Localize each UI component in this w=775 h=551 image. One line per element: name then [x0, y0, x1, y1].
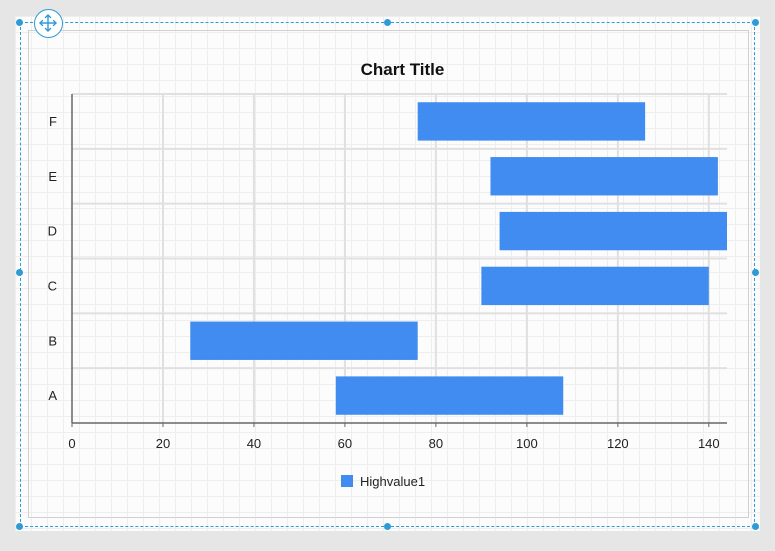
x-tick-label: 80: [429, 436, 443, 451]
bar-F: [417, 102, 646, 141]
tick-labels: 0 20 40 60 80 100 120 140 A B C D E F: [48, 114, 720, 451]
axes: [71, 94, 727, 427]
resize-handle-bottom[interactable]: [384, 523, 391, 530]
x-tick-label: 60: [338, 436, 352, 451]
y-tick-label: A: [48, 388, 57, 403]
resize-handle-bottom-left[interactable]: [16, 523, 23, 530]
resize-handle-bottom-right[interactable]: [752, 523, 759, 530]
bar-D: [499, 211, 727, 251]
grid-lines: [72, 93, 727, 423]
bar-E: [490, 157, 718, 196]
resize-handle-right[interactable]: [752, 269, 759, 276]
resize-handle-top-right[interactable]: [752, 19, 759, 26]
x-tick-label: 120: [607, 436, 629, 451]
x-tick-label: 140: [698, 436, 720, 451]
y-tick-label: D: [48, 224, 57, 239]
bar-B: [190, 321, 418, 360]
chart-title[interactable]: Chart Title: [360, 60, 445, 79]
bars: [190, 102, 727, 415]
bar-C: [481, 266, 709, 306]
y-tick-label: B: [48, 333, 57, 348]
x-tick-label: 0: [68, 436, 75, 451]
resize-handle-left[interactable]: [16, 269, 23, 276]
resize-handle-top[interactable]: [384, 19, 391, 26]
y-tick-label: F: [49, 114, 57, 129]
move-arrows-icon[interactable]: [34, 9, 63, 38]
legend-label: Highvalue1: [360, 473, 426, 489]
resize-handle-top-left[interactable]: [16, 19, 23, 26]
y-tick-label: E: [48, 169, 57, 184]
bar-A: [335, 376, 564, 415]
legend-swatch: [341, 475, 353, 487]
x-tick-label: 40: [247, 436, 261, 451]
x-tick-label: 20: [156, 436, 170, 451]
x-tick-label: 100: [516, 436, 538, 451]
legend[interactable]: Highvalue1: [341, 472, 425, 490]
y-tick-label: C: [48, 278, 57, 293]
